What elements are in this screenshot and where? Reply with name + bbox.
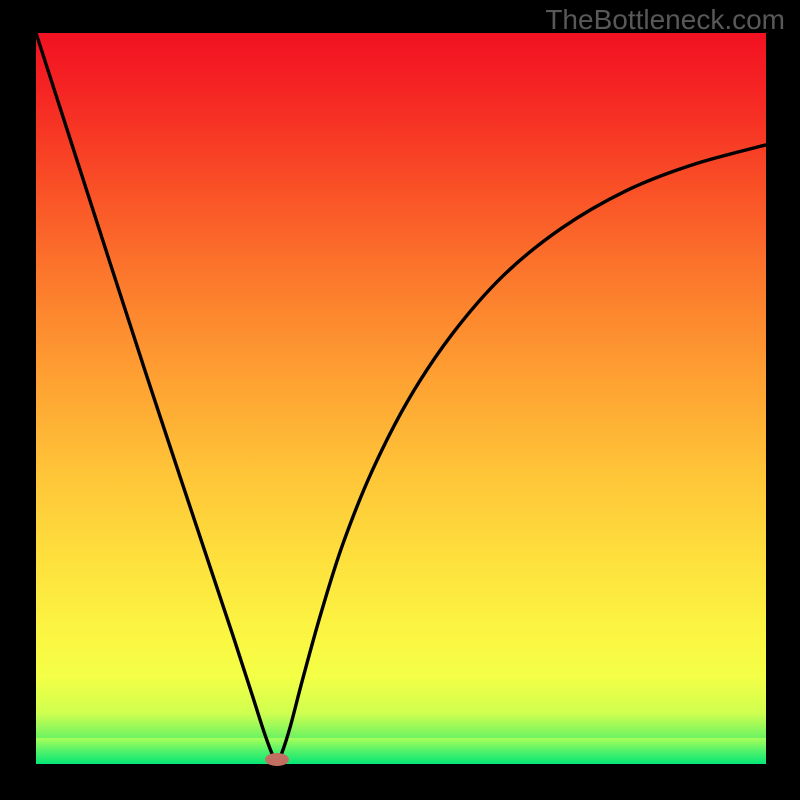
plot-area (36, 33, 766, 764)
watermark-text: TheBottleneck.com (545, 4, 785, 36)
chart-canvas: TheBottleneck.com (0, 0, 800, 800)
optimum-marker (265, 753, 289, 766)
bottleneck-curve (36, 33, 766, 762)
curve-layer (36, 33, 766, 764)
